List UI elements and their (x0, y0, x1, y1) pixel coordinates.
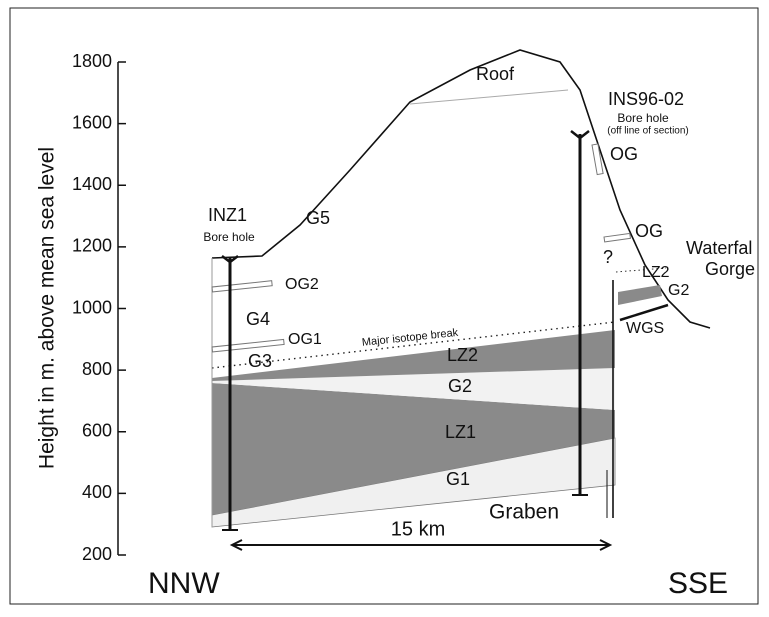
lz1-band (212, 383, 615, 515)
wgs-line (619, 303, 669, 322)
og-lower-lens (603, 232, 632, 243)
label: Bore hole (617, 111, 669, 125)
label: NNW (148, 567, 220, 600)
label: OG1 (288, 331, 322, 348)
isotope-break-right (615, 267, 667, 273)
y-tick-label: 800 (82, 359, 112, 379)
label: OG (635, 221, 663, 241)
og2-lens (211, 280, 273, 293)
label: G4 (246, 309, 270, 329)
label: LZ2 (642, 264, 670, 281)
label: G2 (448, 376, 472, 396)
label: Bore hole (203, 230, 255, 244)
label: G5 (306, 208, 330, 228)
label: LZ2 (447, 345, 478, 365)
label: SSE (668, 567, 728, 600)
y-tick-label: 1600 (72, 112, 112, 132)
label: Gorge (705, 259, 755, 279)
y-axis-label: Height in m. above mean sea level (36, 147, 59, 469)
label: (off line of section) (607, 126, 689, 137)
y-tick-label: 200 (82, 544, 112, 564)
lz2-right-band (618, 285, 662, 305)
g2-band (212, 368, 615, 410)
label: 15 km (391, 518, 445, 540)
y-tick-label: 400 (82, 482, 112, 502)
y-tick-label: 1200 (72, 236, 112, 256)
label: Roof (476, 64, 515, 84)
y-tick-label: 1000 (72, 297, 112, 317)
label: Graben (489, 501, 559, 524)
label: Waterfal (686, 238, 752, 258)
scale-arrowheads (229, 539, 613, 551)
label: G2 (668, 282, 689, 299)
label: OG (610, 144, 638, 164)
y-tick-label: 1800 (72, 51, 112, 71)
label: LZ1 (445, 422, 476, 442)
y-tick-label: 1400 (72, 174, 112, 194)
inz1-top (221, 255, 239, 264)
roof-line (409, 89, 569, 105)
og-upper-lens (591, 143, 604, 176)
lz2-band (212, 330, 615, 381)
label: INZ1 (208, 205, 247, 225)
y-tick-label: 600 (82, 421, 112, 441)
label: WGS (626, 320, 664, 337)
label: G1 (446, 469, 470, 489)
label: OG2 (285, 276, 319, 293)
label: ? (603, 247, 613, 267)
ins-top (570, 130, 590, 140)
label: INS96-02 (608, 89, 684, 109)
label: G3 (248, 351, 272, 371)
